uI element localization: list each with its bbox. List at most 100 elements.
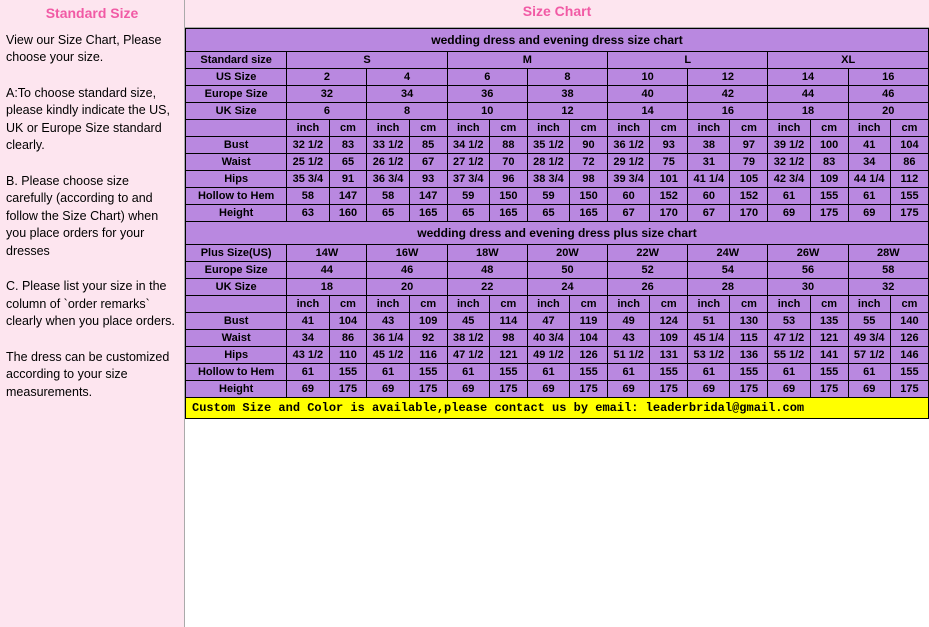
table-cell: 6 (287, 103, 367, 120)
table-cell: 18 (287, 279, 367, 296)
table-cell: S (287, 52, 447, 69)
table-cell: 61 (688, 364, 730, 381)
table-cell: 39 3/4 (608, 171, 650, 188)
table-cell: 126 (890, 330, 928, 347)
table-cell: 61 (527, 364, 569, 381)
table-cell: 16 (688, 103, 768, 120)
table-cell: 175 (810, 205, 848, 222)
table-row: Hips35 3/49136 3/49337 3/49638 3/49839 3… (186, 171, 929, 188)
table-cell: 53 (768, 313, 810, 330)
table-cell: inch (287, 296, 329, 313)
table-cell: 69 (848, 381, 890, 398)
table-cell: 35 1/2 (527, 137, 569, 154)
table-row: Height6316065165651656516567170671706917… (186, 205, 929, 222)
table-cell: 136 (730, 347, 768, 364)
table-cell: 155 (409, 364, 447, 381)
table-cell: 175 (890, 205, 928, 222)
table-cell: cm (329, 296, 367, 313)
table-cell: 175 (329, 381, 367, 398)
sidebar-title: Standard Size (6, 4, 178, 24)
table-cell: 93 (409, 171, 447, 188)
table-cell: 69 (848, 205, 890, 222)
table-cell: 14 (768, 69, 848, 86)
table-cell: inch (688, 296, 730, 313)
table-cell: 57 1/2 (848, 347, 890, 364)
table-cell: inch (768, 120, 810, 137)
table-cell: 175 (409, 381, 447, 398)
table-cell: 141 (810, 347, 848, 364)
table-cell: Height (186, 205, 287, 222)
table-cell: 63 (287, 205, 329, 222)
table-cell: wedding dress and evening dress plus siz… (186, 222, 929, 245)
table-cell: 50 (527, 262, 607, 279)
table-cell: 43 (608, 330, 650, 347)
table-cell: 49 3/4 (848, 330, 890, 347)
table-cell: 32 (848, 279, 928, 296)
table-cell: 47 1/2 (447, 347, 489, 364)
table-cell: 41 (287, 313, 329, 330)
table-cell: 79 (730, 154, 768, 171)
table-cell: 42 (688, 86, 768, 103)
table-cell: 131 (650, 347, 688, 364)
table-cell: cm (570, 296, 608, 313)
table-row: Hips43 1/211045 1/211647 1/212149 1/2126… (186, 347, 929, 364)
table-cell: 83 (810, 154, 848, 171)
table-cell: UK Size (186, 103, 287, 120)
table-row: Bust32 1/28333 1/28534 1/28835 1/29036 1… (186, 137, 929, 154)
table-cell: 160 (329, 205, 367, 222)
table-cell: 91 (329, 171, 367, 188)
table-cell: 69 (768, 205, 810, 222)
table-cell: Plus Size(US) (186, 245, 287, 262)
table-cell: 51 (688, 313, 730, 330)
table-cell: 36 (447, 86, 527, 103)
table-cell: US Size (186, 69, 287, 86)
table-cell: 83 (329, 137, 367, 154)
table-cell: 110 (329, 347, 367, 364)
table-cell: 155 (329, 364, 367, 381)
table-cell: L (608, 52, 768, 69)
table-cell: cm (409, 296, 447, 313)
table-cell: 65 (447, 205, 489, 222)
table-cell: 85 (409, 137, 447, 154)
table-cell: 6 (447, 69, 527, 86)
table-cell: 146 (890, 347, 928, 364)
table-cell: 12 (527, 103, 607, 120)
table-cell: cm (890, 296, 928, 313)
table-cell: Hips (186, 171, 287, 188)
table-cell: 53 1/2 (688, 347, 730, 364)
table-cell: 59 (447, 188, 489, 205)
table-cell: 69 (287, 381, 329, 398)
table-cell: wedding dress and evening dress size cha… (186, 29, 929, 52)
table-row: UK Size1820222426283032 (186, 279, 929, 296)
table-cell: 109 (409, 313, 447, 330)
table-row: wedding dress and evening dress plus siz… (186, 222, 929, 245)
table-cell: 34 (367, 86, 447, 103)
table-cell: 175 (489, 381, 527, 398)
table-cell: 109 (810, 171, 848, 188)
table-cell: Hollow to Hem (186, 364, 287, 381)
table-cell: 69 (527, 381, 569, 398)
table-cell: 67 (409, 154, 447, 171)
table-cell: 38 (688, 137, 730, 154)
table-cell: 30 (768, 279, 848, 296)
table-cell: 121 (489, 347, 527, 364)
table-row: UK Size68101214161820 (186, 103, 929, 120)
size-chart-table: wedding dress and evening dress size cha… (185, 28, 929, 398)
table-cell: inch (848, 296, 890, 313)
table-row: inchcminchcminchcminchcminchcminchcminch… (186, 120, 929, 137)
table-cell: 69 (768, 381, 810, 398)
table-cell: 33 1/2 (367, 137, 409, 154)
table-cell: 44 (768, 86, 848, 103)
table-cell: inch (768, 296, 810, 313)
table-cell: 26 (608, 279, 688, 296)
main-title: Size Chart (185, 0, 929, 28)
table-cell: 51 1/2 (608, 347, 650, 364)
table-cell: 155 (730, 364, 768, 381)
table-cell: 24 (527, 279, 607, 296)
table-cell: inch (608, 120, 650, 137)
sidebar: Standard Size View our Size Chart, Pleas… (0, 0, 185, 627)
table-cell: 61 (848, 364, 890, 381)
table-row: Standard sizeSMLXL (186, 52, 929, 69)
table-cell: 72 (570, 154, 608, 171)
table-cell: 45 1/2 (367, 347, 409, 364)
